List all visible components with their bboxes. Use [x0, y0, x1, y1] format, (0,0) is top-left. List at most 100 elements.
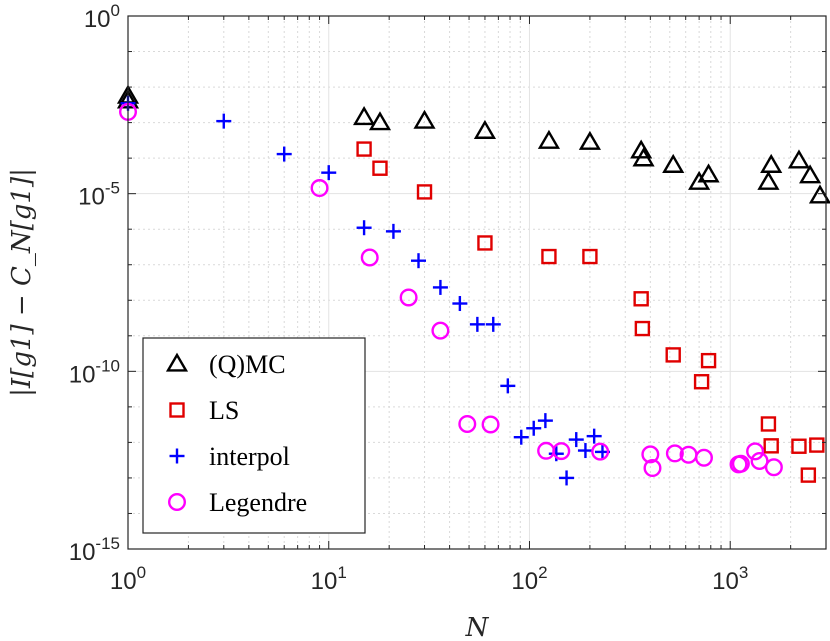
- point-interpol: [385, 223, 401, 239]
- tick-label-exponent: 0: [137, 563, 146, 582]
- point-q-mc: [578, 130, 601, 150]
- tick-label-exponent: -5: [105, 179, 120, 198]
- legend-marker-q-mc: [165, 352, 189, 372]
- tick-label-mantissa: 10: [511, 568, 538, 595]
- axis-labels: N |I[g1] − C_N[g1]|: [7, 168, 490, 641]
- legend-label-ls: LS: [209, 396, 239, 425]
- point-ls: [791, 438, 807, 454]
- point-legendre: [431, 321, 450, 340]
- point-interpol: [216, 113, 232, 129]
- point-legendre: [750, 451, 769, 470]
- point-ls: [665, 347, 681, 363]
- tick-label-mantissa: 10: [69, 361, 96, 388]
- tick-label-exponent: -15: [95, 534, 120, 553]
- tick-label-mantissa: 10: [78, 184, 105, 211]
- point-ls: [634, 320, 651, 337]
- y-tick-label: 100: [84, 1, 120, 33]
- point-q-mc: [473, 119, 497, 139]
- point-legendre: [310, 179, 329, 198]
- series-ls: [356, 141, 825, 483]
- tick-label-exponent: -10: [95, 356, 120, 375]
- point-q-mc: [787, 149, 811, 169]
- point-ls: [356, 141, 372, 157]
- point-ls: [809, 437, 825, 453]
- tick-label-mantissa: 10: [311, 568, 338, 595]
- point-q-mc: [757, 170, 780, 190]
- legend-label-interpol: interpol: [209, 442, 290, 471]
- point-legendre: [764, 458, 783, 477]
- point-interpol: [452, 296, 468, 312]
- point-q-mc: [630, 139, 653, 159]
- point-q-mc: [632, 147, 655, 167]
- point-ls: [541, 248, 557, 265]
- point-ls: [800, 467, 817, 483]
- point-legendre: [399, 288, 418, 307]
- point-legendre: [591, 442, 610, 461]
- point-legendre: [360, 248, 379, 267]
- point-q-mc: [537, 129, 561, 149]
- point-ls: [693, 374, 710, 390]
- point-q-mc: [662, 153, 685, 173]
- legend-marker-interpol: [169, 448, 185, 464]
- point-legendre: [746, 442, 765, 461]
- point-ls: [633, 291, 649, 307]
- point-interpol: [411, 253, 427, 269]
- point-interpol: [577, 443, 593, 459]
- x-tick-label: 103: [712, 563, 748, 595]
- tick-label-exponent: 0: [111, 1, 120, 20]
- tick-label-exponent: 1: [337, 563, 346, 582]
- point-legendre: [481, 415, 500, 434]
- point-interpol: [469, 316, 485, 332]
- point-ls: [416, 184, 433, 200]
- point-q-mc: [799, 164, 822, 184]
- point-legendre: [731, 454, 750, 473]
- x-tick-label: 102: [511, 563, 547, 595]
- point-interpol: [485, 316, 501, 332]
- axes-box: [127, 15, 827, 550]
- tick-label-exponent: 2: [538, 563, 547, 582]
- point-interpol: [500, 378, 516, 394]
- point-legendre: [694, 448, 713, 467]
- tick-label-mantissa: 10: [712, 568, 739, 595]
- point-legendre: [665, 444, 684, 463]
- point-interpol: [548, 446, 564, 462]
- point-q-mc: [808, 184, 830, 204]
- point-ls: [477, 235, 493, 251]
- point-q-mc: [413, 109, 436, 129]
- legend-marker-legendre: [167, 493, 186, 512]
- point-q-mc: [760, 153, 783, 173]
- point-ls: [760, 416, 777, 432]
- point-ls: [700, 352, 717, 369]
- tick-label-mantissa: 10: [69, 539, 96, 566]
- point-legendre: [552, 442, 571, 461]
- y-tick-label: 10-15: [69, 534, 120, 566]
- x-tick-label: 100: [110, 563, 146, 595]
- point-interpol: [526, 420, 542, 436]
- tick-label-mantissa: 10: [84, 6, 111, 33]
- point-interpol: [568, 432, 584, 448]
- legend-label-q-mc: (Q)MC: [209, 350, 286, 379]
- point-legendre: [458, 414, 477, 433]
- legend-marker-ls: [169, 402, 185, 418]
- point-interpol: [321, 165, 337, 181]
- point-interpol: [586, 428, 602, 444]
- point-interpol: [432, 279, 448, 295]
- point-q-mc: [368, 111, 392, 131]
- tick-label-exponent: 3: [739, 563, 748, 582]
- point-interpol: [513, 429, 529, 445]
- tick-label-mantissa: 10: [110, 568, 137, 595]
- point-ls: [763, 438, 779, 454]
- data-markers: [116, 84, 830, 486]
- legend: (Q)MC LS interpol Legendre: [142, 337, 366, 534]
- point-legendre: [643, 459, 662, 478]
- point-interpol: [559, 470, 575, 486]
- y-axis-label: |I[g1] − C_N[g1]|: [7, 168, 37, 397]
- legend-label-legendre: Legendre: [209, 488, 307, 517]
- tick-marks: [127, 15, 826, 550]
- point-legendre: [641, 445, 660, 464]
- point-q-mc: [353, 106, 376, 126]
- point-q-mc: [697, 163, 720, 183]
